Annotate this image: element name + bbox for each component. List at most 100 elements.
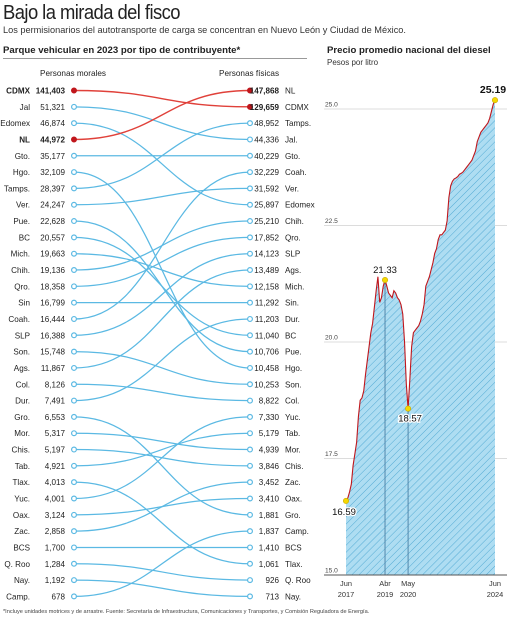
right-state-label: Ags. bbox=[285, 266, 301, 275]
left-state-label: Ver. bbox=[16, 201, 30, 210]
right-value-label: 12,158 bbox=[254, 282, 279, 291]
right-state-label: NL bbox=[285, 87, 296, 96]
slope-line-jal bbox=[73, 106, 251, 141]
right-state-label: Dur. bbox=[285, 315, 300, 324]
left-dot bbox=[70, 413, 77, 420]
right-state-label: Hgo. bbox=[285, 364, 302, 373]
right-value-label: 11,292 bbox=[255, 299, 280, 308]
right-value-label: 1,061 bbox=[259, 560, 280, 569]
left-value-label: 7,491 bbox=[45, 397, 66, 406]
slope-line-dur bbox=[73, 318, 251, 402]
right-dot bbox=[247, 234, 254, 241]
diesel-line bbox=[345, 99, 496, 502]
left-value-label: 22,628 bbox=[40, 217, 65, 226]
right-state-label: Chih. bbox=[285, 217, 304, 226]
annotation-dot bbox=[405, 405, 412, 412]
slope-line-ags bbox=[73, 269, 251, 369]
left-dot bbox=[70, 283, 77, 290]
right-value-label: 5,179 bbox=[259, 429, 280, 438]
right-state-label: Gro. bbox=[285, 511, 301, 520]
left-dot bbox=[70, 528, 77, 535]
right-state-label: Pue. bbox=[285, 348, 302, 357]
right-value-label: 13,489 bbox=[254, 266, 279, 275]
right-value-label: 17,852 bbox=[254, 233, 279, 242]
left-state-label: Chis. bbox=[12, 446, 30, 455]
left-dot bbox=[70, 479, 77, 486]
slope-line-bc bbox=[73, 236, 251, 336]
left-value-label: 141,403 bbox=[36, 87, 66, 96]
slope-line-tlax bbox=[73, 481, 251, 565]
right-state-label: Mor. bbox=[285, 446, 301, 455]
right-value-label: 10,253 bbox=[254, 380, 279, 389]
right-dot bbox=[247, 87, 254, 94]
right-dot bbox=[247, 218, 254, 225]
left-value-label: 32,109 bbox=[40, 168, 65, 177]
slope-line-col bbox=[73, 383, 251, 402]
right-state-label: Yuc. bbox=[285, 413, 301, 422]
left-dot bbox=[70, 381, 77, 388]
slope-line-nl bbox=[73, 89, 251, 141]
left-dot bbox=[70, 120, 77, 127]
right-value-label: 1,410 bbox=[259, 543, 280, 552]
right-state-label: Nay. bbox=[285, 592, 301, 601]
right-state-label: Qro. bbox=[285, 233, 301, 242]
left-value-label: 1,700 bbox=[45, 543, 66, 552]
left-dot bbox=[70, 462, 77, 469]
right-state-label: Zac. bbox=[285, 478, 301, 487]
left-dot bbox=[70, 185, 77, 192]
right-value-label: 11,203 bbox=[255, 315, 280, 324]
left-dot bbox=[70, 495, 77, 502]
right-dot bbox=[247, 283, 254, 290]
left-state-label: Gro. bbox=[14, 413, 30, 422]
right-value-label: 48,952 bbox=[254, 119, 279, 128]
annotation-label: 21.33 bbox=[373, 265, 397, 276]
right-state-label: Sin. bbox=[285, 299, 299, 308]
left-state-label: Chih. bbox=[11, 266, 30, 275]
right-dot bbox=[247, 364, 254, 371]
slope-line-q-roo bbox=[73, 563, 251, 581]
right-dot bbox=[247, 185, 254, 192]
left-dot bbox=[70, 169, 77, 176]
right-value-label: 147,868 bbox=[250, 87, 280, 96]
left-dot bbox=[70, 103, 77, 110]
left-value-label: 5,317 bbox=[45, 429, 66, 438]
annotation-dot bbox=[342, 497, 349, 504]
left-value-label: 35,177 bbox=[40, 152, 65, 161]
left-state-label: Tab. bbox=[15, 462, 30, 471]
right-dot bbox=[247, 446, 254, 453]
right-state-label: BC bbox=[285, 331, 296, 340]
right-state-label: Gto. bbox=[285, 152, 300, 161]
slope-chart-title: Parque vehicular en 2023 por tipo de con… bbox=[3, 45, 241, 56]
right-state-label: Oax. bbox=[285, 495, 302, 504]
x-tick-year: 2024 bbox=[487, 590, 503, 599]
left-state-label: SLP bbox=[15, 331, 30, 340]
page-subtitle: Los permisionarios del autotransporte de… bbox=[3, 25, 406, 35]
left-dot bbox=[70, 267, 77, 274]
y-tick-label: 20.0 bbox=[325, 334, 338, 341]
left-dot bbox=[70, 315, 77, 322]
slope-highlight-lines bbox=[73, 89, 251, 141]
left-value-label: 44,972 bbox=[40, 135, 65, 144]
right-state-label: Tab. bbox=[285, 429, 300, 438]
slope-line-ver bbox=[73, 187, 251, 206]
right-value-label: 25,897 bbox=[254, 201, 279, 210]
left-value-label: 28,397 bbox=[40, 184, 65, 193]
right-dot bbox=[247, 430, 254, 437]
left-dot bbox=[70, 511, 77, 518]
right-value-label: 3,410 bbox=[259, 495, 280, 504]
right-value-label: 14,123 bbox=[254, 250, 279, 259]
right-dot bbox=[247, 169, 254, 176]
right-value-label: 32,229 bbox=[254, 168, 279, 177]
slope-chart: CDMX 141,403 Jal 51,321 Edomex 46,874 NL 44,972… bbox=[0, 87, 314, 602]
footnote: *Incluye unidades motrices y de arrastre… bbox=[3, 609, 370, 615]
right-value-label: 926 bbox=[265, 576, 279, 585]
left-state-label: Ags. bbox=[14, 364, 30, 373]
right-value-label: 8,822 bbox=[259, 397, 280, 406]
left-dot bbox=[70, 201, 77, 208]
left-value-label: 19,663 bbox=[40, 250, 65, 259]
diesel-area bbox=[346, 100, 495, 575]
right-value-label: 1,837 bbox=[259, 527, 280, 536]
right-dot bbox=[247, 511, 254, 518]
slope-line-cdmx bbox=[73, 89, 251, 108]
